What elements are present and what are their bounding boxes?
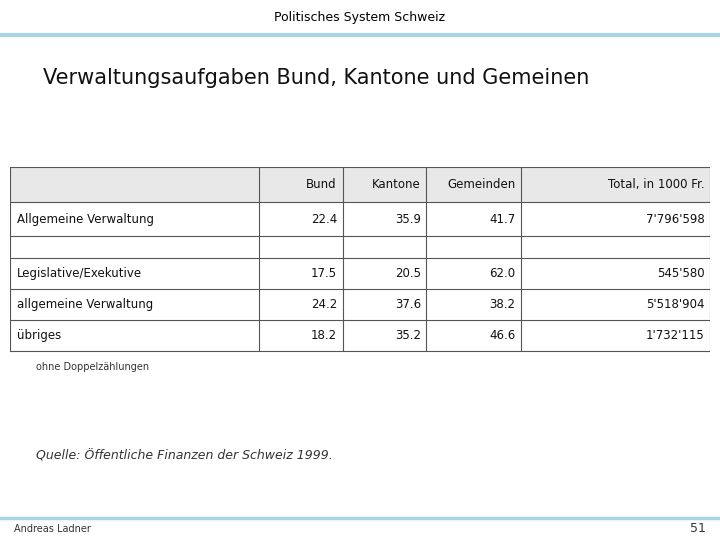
Text: 18.2: 18.2: [311, 329, 337, 342]
Text: Allgemeine Verwaltung: Allgemeine Verwaltung: [17, 213, 154, 226]
Text: 35.2: 35.2: [395, 329, 421, 342]
Text: 35.9: 35.9: [395, 213, 421, 226]
Text: 62.0: 62.0: [489, 267, 516, 280]
Text: 41.7: 41.7: [489, 213, 516, 226]
Text: Quelle: Öffentliche Finanzen der Schweiz 1999.: Quelle: Öffentliche Finanzen der Schweiz…: [36, 450, 333, 463]
Text: 5'518'904: 5'518'904: [646, 298, 704, 311]
Text: Gemeinden: Gemeinden: [447, 178, 516, 191]
Text: Bund: Bund: [306, 178, 337, 191]
Text: übriges: übriges: [17, 329, 61, 342]
Text: 24.2: 24.2: [310, 298, 337, 311]
Text: 20.5: 20.5: [395, 267, 421, 280]
Text: 38.2: 38.2: [490, 298, 516, 311]
Text: Politisches System Schweiz: Politisches System Schweiz: [274, 11, 446, 24]
Text: Total, in 1000 Fr.: Total, in 1000 Fr.: [608, 178, 704, 191]
Text: Andreas Ladner: Andreas Ladner: [14, 524, 91, 534]
Bar: [10, 167, 710, 202]
Text: 46.6: 46.6: [489, 329, 516, 342]
Text: 17.5: 17.5: [311, 267, 337, 280]
Text: Kantone: Kantone: [372, 178, 421, 191]
Text: 545'580: 545'580: [657, 267, 704, 280]
Text: allgemeine Verwaltung: allgemeine Verwaltung: [17, 298, 153, 311]
Text: Legislative/Exekutive: Legislative/Exekutive: [17, 267, 143, 280]
Text: 7'796'598: 7'796'598: [646, 213, 704, 226]
Text: 22.4: 22.4: [310, 213, 337, 226]
Text: 51: 51: [690, 523, 706, 536]
Text: Verwaltungsaufgaben Bund, Kantone und Gemeinen: Verwaltungsaufgaben Bund, Kantone und Ge…: [43, 68, 590, 89]
Text: 37.6: 37.6: [395, 298, 421, 311]
Text: ohne Doppelzählungen: ohne Doppelzählungen: [36, 362, 149, 372]
Text: 1'732'115: 1'732'115: [646, 329, 704, 342]
